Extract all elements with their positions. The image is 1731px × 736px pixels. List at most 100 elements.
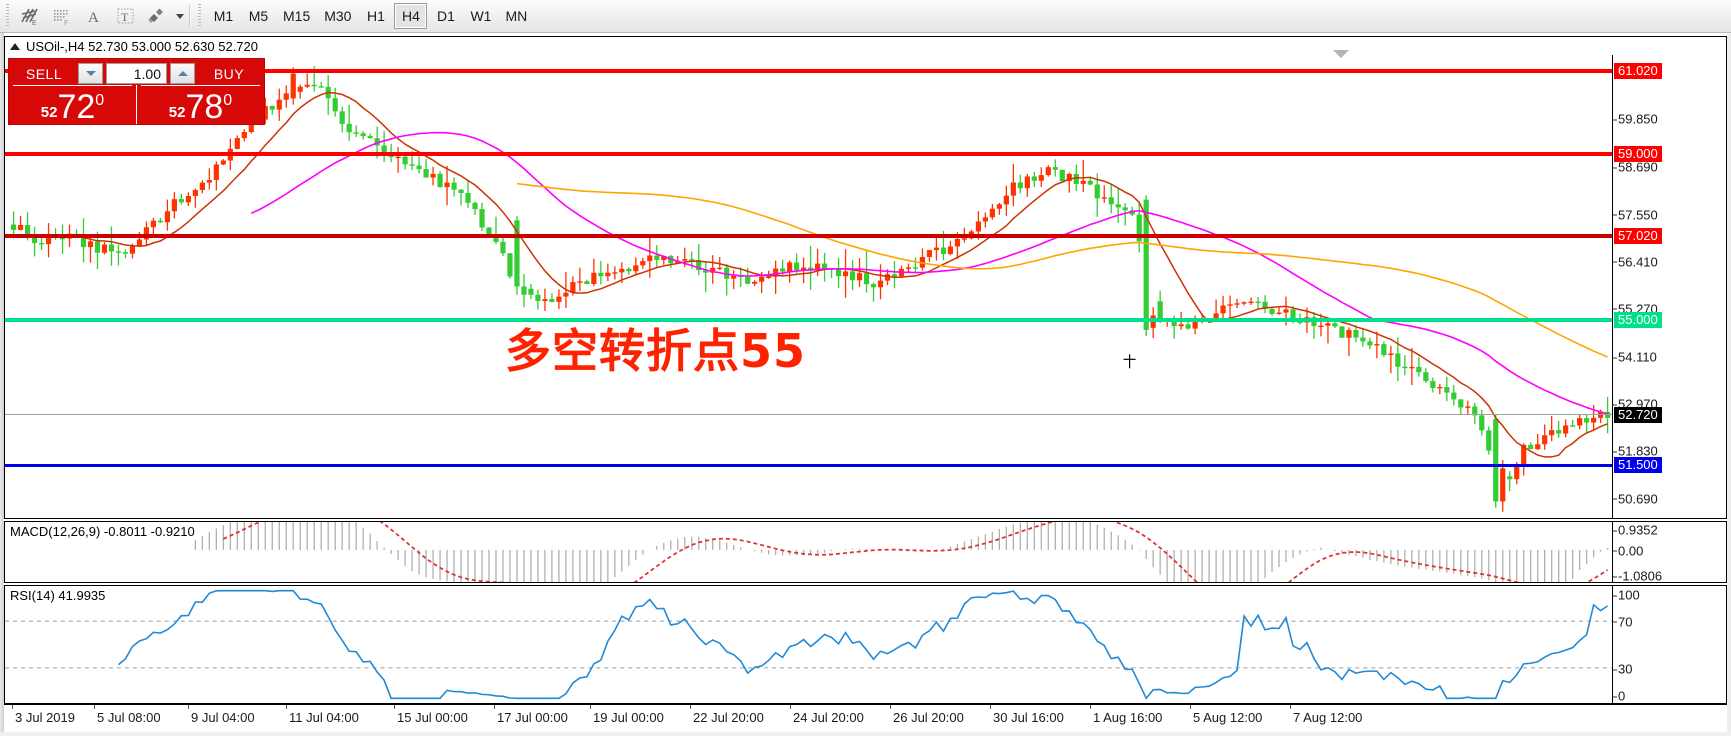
- time-axis-tick: [94, 705, 95, 709]
- svg-text:A: A: [88, 10, 99, 26]
- objects-dropdown-caret[interactable]: [176, 13, 184, 19]
- candlestick-series: [10, 66, 1611, 512]
- objects-icon[interactable]: [142, 2, 174, 30]
- time-axis-tick: [12, 705, 13, 709]
- sell-price-display[interactable]: 52 72 0: [9, 85, 136, 124]
- rsi-series: [5, 589, 1612, 700]
- rsi-axis: 100 70 30 0: [1612, 586, 1726, 704]
- left-scroll-rail[interactable]: [0, 33, 4, 732]
- time-axis-label: 3 Jul 2019: [15, 710, 75, 725]
- price-level-line[interactable]: [5, 68, 1612, 73]
- price-axis-tick: 59.850: [1613, 111, 1658, 127]
- volume-increase-button[interactable]: [170, 63, 195, 84]
- price-level-badge[interactable]: 59.000: [1614, 146, 1662, 163]
- time-axis-tick: [1290, 705, 1291, 709]
- buy-divider: [141, 85, 260, 86]
- rsi-axis-tick: 30: [1612, 661, 1633, 677]
- time-axis-label: 26 Jul 20:00: [893, 710, 964, 725]
- price-plot-area[interactable]: 多空转折点55: [5, 55, 1612, 518]
- time-axis-label: 19 Jul 00:00: [593, 710, 664, 725]
- timeframe-m30[interactable]: M30: [324, 8, 352, 24]
- indicators-icon[interactable]: E: [14, 2, 46, 30]
- trade-panel-prices: 52 72 0 52 78 0: [9, 85, 264, 124]
- price-level-line[interactable]: [5, 318, 1612, 323]
- buy-price-fraction: 0: [223, 92, 233, 109]
- sell-price-fraction: 0: [95, 92, 105, 109]
- grid-icon[interactable]: F: [46, 2, 78, 30]
- timeframe-m5[interactable]: M5: [248, 8, 269, 24]
- time-axis-tick: [188, 705, 189, 709]
- time-axis-tick: [1090, 705, 1091, 709]
- price-level-badge[interactable]: 52.720: [1614, 406, 1662, 423]
- svg-text:E: E: [32, 20, 37, 26]
- sell-price-main: 72: [57, 88, 96, 126]
- timeframe-d1[interactable]: D1: [437, 8, 455, 24]
- volume-input[interactable]: 1.00: [106, 63, 167, 84]
- price-level-badge[interactable]: 61.020: [1614, 62, 1662, 79]
- right-scroll-rail[interactable]: [1727, 33, 1731, 732]
- rsi-axis-tick: 70: [1612, 614, 1633, 630]
- chart-collapse-caret-icon[interactable]: [1333, 50, 1349, 58]
- price-axis-tick: 50.690: [1613, 491, 1658, 507]
- time-axis-label: 17 Jul 00:00: [497, 710, 568, 725]
- time-axis-tick: [394, 705, 395, 709]
- time-axis-tick: [890, 705, 891, 709]
- text-label-icon[interactable]: A: [78, 2, 110, 30]
- time-axis-label: 5 Jul 08:00: [97, 710, 161, 725]
- svg-text:F: F: [64, 20, 68, 26]
- rsi-plot-area[interactable]: [5, 586, 1612, 703]
- macd-label: MACD(12,26,9) -0.8011 -0.9210: [10, 524, 198, 539]
- time-axis-label: 30 Jul 16:00: [993, 710, 1064, 725]
- macd-axis-tick: 0.00: [1612, 543, 1644, 559]
- rsi-pane[interactable]: RSI(14) 41.9935 100 70 30 0: [4, 585, 1727, 704]
- price-level-line[interactable]: [5, 234, 1612, 239]
- macd-series: [194, 522, 1609, 582]
- time-axis-tick: [286, 705, 287, 709]
- time-axis-tick: [1190, 705, 1191, 709]
- timeframe-m1[interactable]: M1: [213, 8, 234, 24]
- macd-pane[interactable]: MACD(12,26,9) -0.8011 -0.9210 0.9352 0.00…: [4, 521, 1727, 584]
- main-toolbar: E F A: [0, 0, 1731, 33]
- sell-price-lead: 52: [40, 104, 58, 121]
- timeframe-m15[interactable]: M15: [283, 8, 311, 24]
- timeframe-h1[interactable]: H1: [367, 8, 385, 24]
- svg-text:T: T: [121, 10, 129, 24]
- price-axis[interactable]: 59.850 58.690 57.550 56.410 55.270 54.110 52.9…: [1612, 55, 1726, 518]
- time-axis-tick: [494, 705, 495, 709]
- timeframe-h4[interactable]: H4: [394, 3, 428, 29]
- price-level-badge[interactable]: 55.000: [1614, 312, 1662, 329]
- time-axis-tick: [990, 705, 991, 709]
- macd-plot-area[interactable]: [5, 522, 1612, 582]
- time-axis[interactable]: 3 Jul 2019 5 Jul 08:00 9 Jul 04:00 11 Jul 0…: [4, 704, 1727, 732]
- rsi-axis-tick: 0: [1612, 688, 1626, 704]
- price-chart-pane[interactable]: 多空转折点55 59.850 58.690 57.550 56.410 55.270 54…: [4, 55, 1727, 519]
- price-level-line[interactable]: [5, 463, 1612, 467]
- price-level-line[interactable]: [5, 414, 1612, 416]
- price-level-line[interactable]: [5, 152, 1612, 157]
- text-box-icon[interactable]: T: [110, 2, 142, 30]
- rsi-label: RSI(14) 41.9935: [10, 588, 109, 603]
- sell-button[interactable]: SELL: [25, 65, 63, 82]
- price-level-badge[interactable]: 51.500: [1614, 457, 1662, 474]
- timeframe-w1[interactable]: W1: [470, 8, 492, 24]
- volume-decrease-button[interactable]: [78, 63, 103, 84]
- price-axis-tick: 51.830: [1613, 443, 1658, 459]
- buy-price-lead: 52: [168, 104, 186, 121]
- time-axis-tick: [690, 705, 691, 709]
- macd-axis: 0.9352 0.00 -1.0806: [1612, 522, 1726, 584]
- buy-price-main: 78: [185, 88, 224, 126]
- timeframe-mn[interactable]: MN: [505, 8, 528, 24]
- time-axis-label: 24 Jul 20:00: [793, 710, 864, 725]
- macd-axis-tick: 0.9352: [1613, 522, 1658, 538]
- one-click-trading-panel[interactable]: SELL 1.00 BUY 52 72 0 52 78 0: [8, 58, 265, 125]
- time-axis-label: 7 Aug 12:00: [1293, 710, 1363, 725]
- triangle-up-icon: [10, 42, 20, 50]
- toolbar-grip[interactable]: [4, 4, 12, 28]
- price-level-badge[interactable]: 57.020: [1614, 228, 1662, 245]
- buy-button[interactable]: BUY: [213, 65, 245, 82]
- timeframe-grip[interactable]: [196, 4, 204, 28]
- chart-symbol-text: USOil-,H4 52.730 53.000 52.630 52.720: [26, 38, 259, 54]
- buy-price-display[interactable]: 52 78 0: [136, 85, 264, 124]
- time-axis-label: 1 Aug 16:00: [1093, 710, 1163, 725]
- time-axis-tick: [790, 705, 791, 709]
